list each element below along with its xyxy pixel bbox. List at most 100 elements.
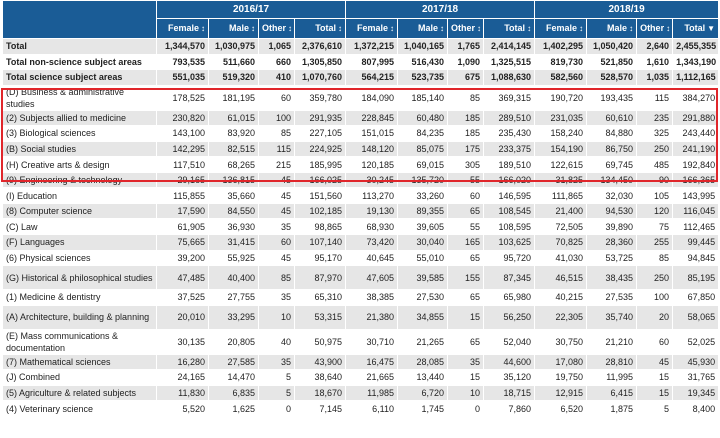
value-cell: 73,420 (345, 234, 399, 251)
sort-header-female[interactable]: Female ↕ (156, 18, 209, 39)
column-label: Male (607, 23, 628, 33)
value-cell: 521,850 (586, 53, 638, 71)
sort-header-male[interactable]: Male ↕ (397, 18, 449, 39)
value-cell: 516,430 (397, 53, 449, 71)
table-row: (9) Engineering & technology 29,165 136,81… (2, 171, 720, 189)
value-cell: 120,185 (345, 156, 399, 173)
sort-header-other[interactable]: Other ↕ (636, 18, 674, 39)
subject-label: (6) Physical sciences (2, 249, 157, 267)
value-cell: 193,435 (586, 84, 638, 111)
table-row: (B) Social studies 142,295 82,515 115 224,92… (2, 140, 720, 158)
value-cell: 33,260 (397, 187, 449, 204)
sort-header-male[interactable]: Male ↕ (208, 18, 259, 39)
subject-label: (2) Subjects allied to medicine (2, 109, 157, 127)
value-cell: 233,375 (483, 140, 536, 158)
value-cell: 22,305 (534, 304, 588, 330)
value-cell: 95,720 (483, 249, 536, 267)
value-cell: 151,560 (293, 187, 347, 204)
value-cell: 111,865 (534, 187, 588, 204)
value-cell: 84,880 (586, 125, 638, 142)
value-cell: 1,088,630 (483, 69, 536, 86)
table-row: (7) Mathematical sciences 16,280 27,585 35 4… (2, 353, 720, 371)
value-cell: 224,925 (293, 140, 347, 158)
value-cell: 83,920 (208, 125, 259, 142)
sort-icon: ↕ (579, 24, 584, 33)
value-cell: 30,040 (397, 234, 449, 251)
value-cell: 28,810 (586, 353, 638, 371)
value-cell: 1,745 (397, 400, 449, 417)
sort-header-total[interactable]: Total ▼ (672, 18, 720, 39)
value-cell: 85 (447, 84, 485, 111)
value-cell: 36,930 (208, 218, 259, 236)
sort-header-female[interactable]: Female ↕ (534, 18, 588, 39)
value-cell: 13,440 (397, 369, 449, 386)
sort-icon: ↕ (440, 24, 445, 33)
value-cell: 85 (258, 125, 295, 142)
value-cell: 243,440 (672, 125, 720, 142)
value-cell: 384,270 (672, 84, 720, 111)
column-label: Total (315, 23, 337, 33)
value-cell: 45 (258, 187, 295, 204)
value-cell: 46,515 (534, 265, 588, 291)
value-cell: 86,750 (586, 140, 638, 158)
subject-label: (C) Law (2, 218, 157, 236)
value-cell: 33,295 (208, 304, 259, 330)
value-cell: 291,935 (293, 109, 347, 127)
value-cell: 115 (636, 84, 674, 111)
value-cell: 148,120 (345, 140, 399, 158)
value-cell: 215 (258, 156, 295, 173)
value-cell: 551,035 (156, 69, 209, 86)
value-cell: 30,710 (345, 328, 399, 355)
subject-label: (G) Historical & philosophical studies (2, 265, 157, 291)
value-cell: 250 (636, 265, 674, 291)
value-cell: 56,250 (483, 304, 536, 330)
value-cell: 142,295 (156, 140, 209, 158)
value-cell: 20 (636, 304, 674, 330)
value-cell: 69,015 (397, 156, 449, 173)
value-cell: 40,215 (534, 289, 588, 306)
value-cell: 15 (447, 304, 485, 330)
value-cell: 72,505 (534, 218, 588, 236)
value-cell: 55,010 (397, 249, 449, 267)
value-cell: 65 (447, 289, 485, 306)
value-cell: 35,660 (208, 187, 259, 204)
subject-label: (D) Business & administrative studies (2, 84, 157, 111)
sort-header-total[interactable]: Total ↕ (483, 18, 536, 39)
sort-header-other[interactable]: Other ↕ (447, 18, 485, 39)
value-cell: 136,815 (208, 171, 259, 189)
value-cell: 2,640 (636, 38, 674, 55)
value-cell: 231,035 (534, 109, 588, 127)
subject-label: (3) Biological sciences (2, 125, 157, 142)
sort-icon: ↕ (390, 24, 395, 33)
subject-label: Total non-science subject areas (2, 53, 157, 71)
value-cell: 65 (447, 202, 485, 220)
value-cell: 250 (636, 140, 674, 158)
value-cell: 1,050,420 (586, 38, 638, 55)
value-cell: 305 (447, 156, 485, 173)
sort-header-female[interactable]: Female ↕ (345, 18, 399, 39)
sort-header-other[interactable]: Other ↕ (258, 18, 295, 39)
value-cell: 35 (258, 218, 295, 236)
value-cell: 10 (258, 304, 295, 330)
value-cell: 29,165 (156, 171, 209, 189)
value-cell: 75 (636, 218, 674, 236)
value-cell: 35 (258, 289, 295, 306)
column-label: Male (418, 23, 439, 33)
value-cell: 108,595 (483, 218, 536, 236)
column-label: Other (262, 23, 287, 33)
value-cell: 38,640 (293, 369, 347, 386)
value-cell: 230,820 (156, 109, 209, 127)
sort-header-male[interactable]: Male ↕ (586, 18, 638, 39)
sort-header-total[interactable]: Total ↕ (293, 18, 347, 39)
table-row: (A) Architecture, building & planning 20,… (2, 304, 720, 330)
value-cell: 35,740 (586, 304, 638, 330)
value-cell: 14,470 (208, 369, 259, 386)
value-cell: 190,720 (534, 84, 588, 111)
value-cell: 1,372,215 (345, 38, 399, 55)
value-cell: 24,165 (156, 369, 209, 386)
value-cell: 35 (447, 353, 485, 371)
value-cell: 819,730 (534, 53, 588, 71)
table-row: (E) Mass communications & documentation 3… (2, 328, 720, 355)
value-cell: 135,720 (397, 171, 449, 189)
